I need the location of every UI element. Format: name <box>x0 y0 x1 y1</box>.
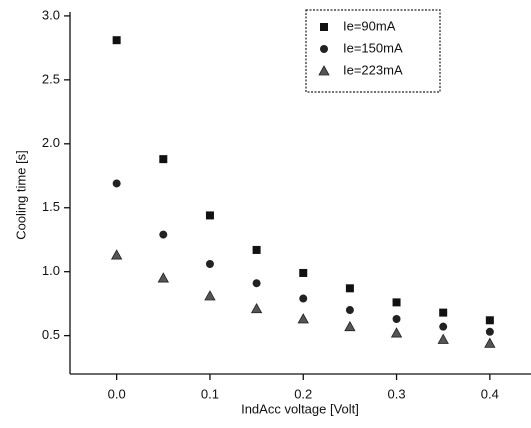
data-point <box>297 313 309 324</box>
x-tick-label: 0.1 <box>201 386 219 401</box>
data-point <box>392 315 401 324</box>
y-axis-label: Cooling time [s] <box>13 150 28 240</box>
legend-box <box>305 9 441 93</box>
data-point <box>159 155 168 164</box>
y-tick-label: 0.5 <box>42 327 60 342</box>
data-point <box>204 290 216 301</box>
data-point <box>345 284 354 293</box>
data-point <box>344 320 356 332</box>
data-point <box>205 260 214 269</box>
x-tick-label: 0.4 <box>481 386 499 401</box>
data-point <box>485 327 494 336</box>
y-tick-label: 2.5 <box>42 71 60 86</box>
x-axis-label: IndAcc voltage [Volt] <box>241 401 359 416</box>
legend-label: Ie=223mA <box>343 62 403 77</box>
y-tick-label: 2.0 <box>42 135 60 150</box>
data-point <box>157 272 169 283</box>
data-point <box>205 211 214 220</box>
x-tick-label: 0.0 <box>108 386 126 401</box>
legend-marker <box>320 23 328 31</box>
data-point <box>112 179 121 188</box>
data-point <box>345 306 354 315</box>
legend-marker <box>318 65 330 76</box>
data-point <box>485 316 494 325</box>
data-point <box>390 327 403 338</box>
y-tick-label: 1.5 <box>42 199 60 214</box>
data-point <box>252 279 261 288</box>
data-point <box>437 333 449 344</box>
y-tick-label: 1.0 <box>42 263 60 278</box>
x-tick-label: 0.3 <box>388 386 406 401</box>
data-point <box>252 245 261 254</box>
data-point <box>250 302 263 314</box>
y-tick-label: 3.0 <box>42 7 60 22</box>
data-point <box>439 308 448 317</box>
data-point <box>112 36 121 45</box>
data-point <box>159 230 168 239</box>
data-point <box>299 268 308 277</box>
x-tick-label: 0.2 <box>294 386 312 401</box>
legend-marker <box>320 45 328 53</box>
legend-label: Ie=90mA <box>343 18 396 33</box>
legend-label: Ie=150mA <box>343 40 403 55</box>
data-point <box>299 294 308 303</box>
data-point <box>484 337 496 348</box>
data-point <box>439 322 448 331</box>
data-point <box>392 298 401 307</box>
data-point <box>110 249 123 260</box>
